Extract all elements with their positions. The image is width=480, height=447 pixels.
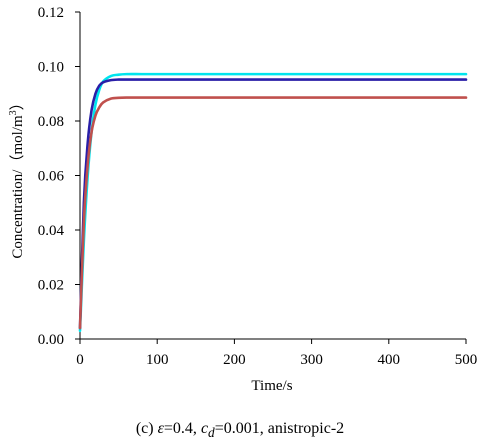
y-tick-label: 0.04 <box>38 223 65 239</box>
y-axis-title-base: Concentration/（mol/m <box>9 115 26 259</box>
y-axis-title: Concentration/（mol/m3） <box>8 95 26 258</box>
caption-open: (c) <box>135 420 158 437</box>
x-tick-label: 100 <box>146 352 169 368</box>
series-line-2 <box>78 78 468 330</box>
x-tick-label: 300 <box>300 352 323 368</box>
series-line-1 <box>78 72 468 333</box>
axes <box>79 12 466 340</box>
series-layer <box>78 72 468 333</box>
x-tick-label: 400 <box>378 352 401 368</box>
y-axis-title-sup: 3 <box>8 110 19 115</box>
y-axis-title-close: ） <box>9 95 26 110</box>
x-tick-label: 200 <box>223 352 246 368</box>
caption-c-value: =0.001, anistropic-2 <box>214 420 345 437</box>
series-line-3 <box>78 96 468 330</box>
ticks: 0.00 0.02 0.04 0.06 0.08 0.10 0.12 0 100 200 300 40… <box>38 5 478 368</box>
y-tick-label: 0.10 <box>38 60 64 76</box>
x-tick-label: 500 <box>455 352 478 368</box>
caption-c: c <box>200 420 209 437</box>
y-tick-label: 0.12 <box>38 5 64 21</box>
figure-caption: (c) ε=0.4, cd=0.001, anistropic-2 <box>0 420 480 441</box>
y-tick-label: 0.00 <box>38 332 64 348</box>
y-tick-label: 0.06 <box>38 169 65 185</box>
caption-epsilon: ε <box>157 420 164 437</box>
x-tick-label: 0 <box>76 352 84 368</box>
y-tick-label: 0.08 <box>38 114 64 130</box>
caption-epsilon-value: =0.4, <box>163 420 201 437</box>
y-tick-label: 0.02 <box>38 278 64 294</box>
caption-c-sub: d <box>208 425 215 441</box>
x-axis-title: Time/s <box>251 378 292 394</box>
